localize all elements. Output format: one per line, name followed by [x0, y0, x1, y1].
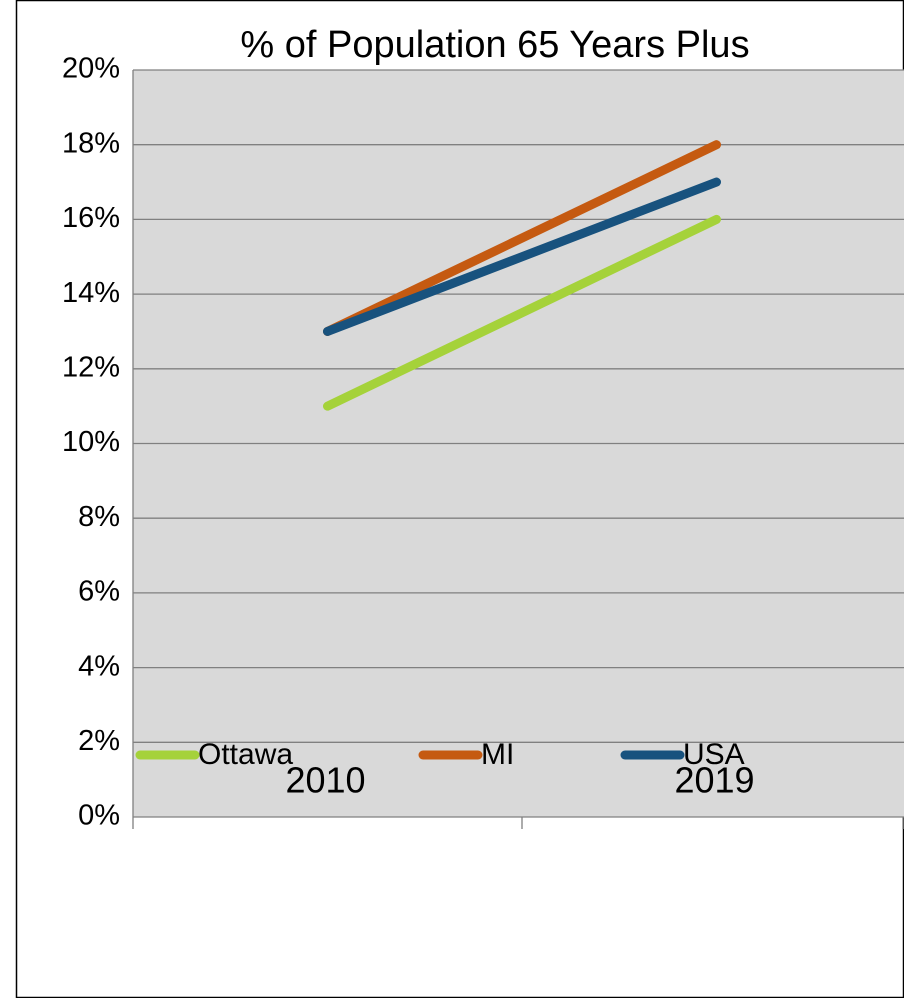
- y-tick-label: 12%: [62, 351, 120, 383]
- y-tick-label: 6%: [78, 576, 120, 608]
- series-line: [323, 140, 721, 336]
- legend-label: MI: [481, 738, 514, 771]
- chart-title: % of Population 65 Years Plus: [240, 24, 749, 66]
- y-tick-label: 8%: [78, 501, 120, 533]
- y-tick-label: 16%: [62, 202, 120, 234]
- legend-label: USA: [683, 738, 745, 771]
- y-tick-label: 4%: [78, 650, 120, 682]
- series-line: [323, 177, 721, 336]
- series-line: [323, 214, 721, 411]
- y-tick-label: 0%: [78, 800, 120, 832]
- legend-label: Ottawa: [198, 738, 293, 771]
- x-tick-label: 2019: [674, 760, 754, 801]
- x-tick-label: 2010: [285, 760, 365, 801]
- y-tick-label: 18%: [62, 127, 120, 159]
- y-tick-label: 10%: [62, 426, 120, 458]
- y-tick-label: 20%: [62, 53, 120, 85]
- y-tick-label: 2%: [78, 725, 120, 757]
- y-tick-label: 14%: [62, 277, 120, 309]
